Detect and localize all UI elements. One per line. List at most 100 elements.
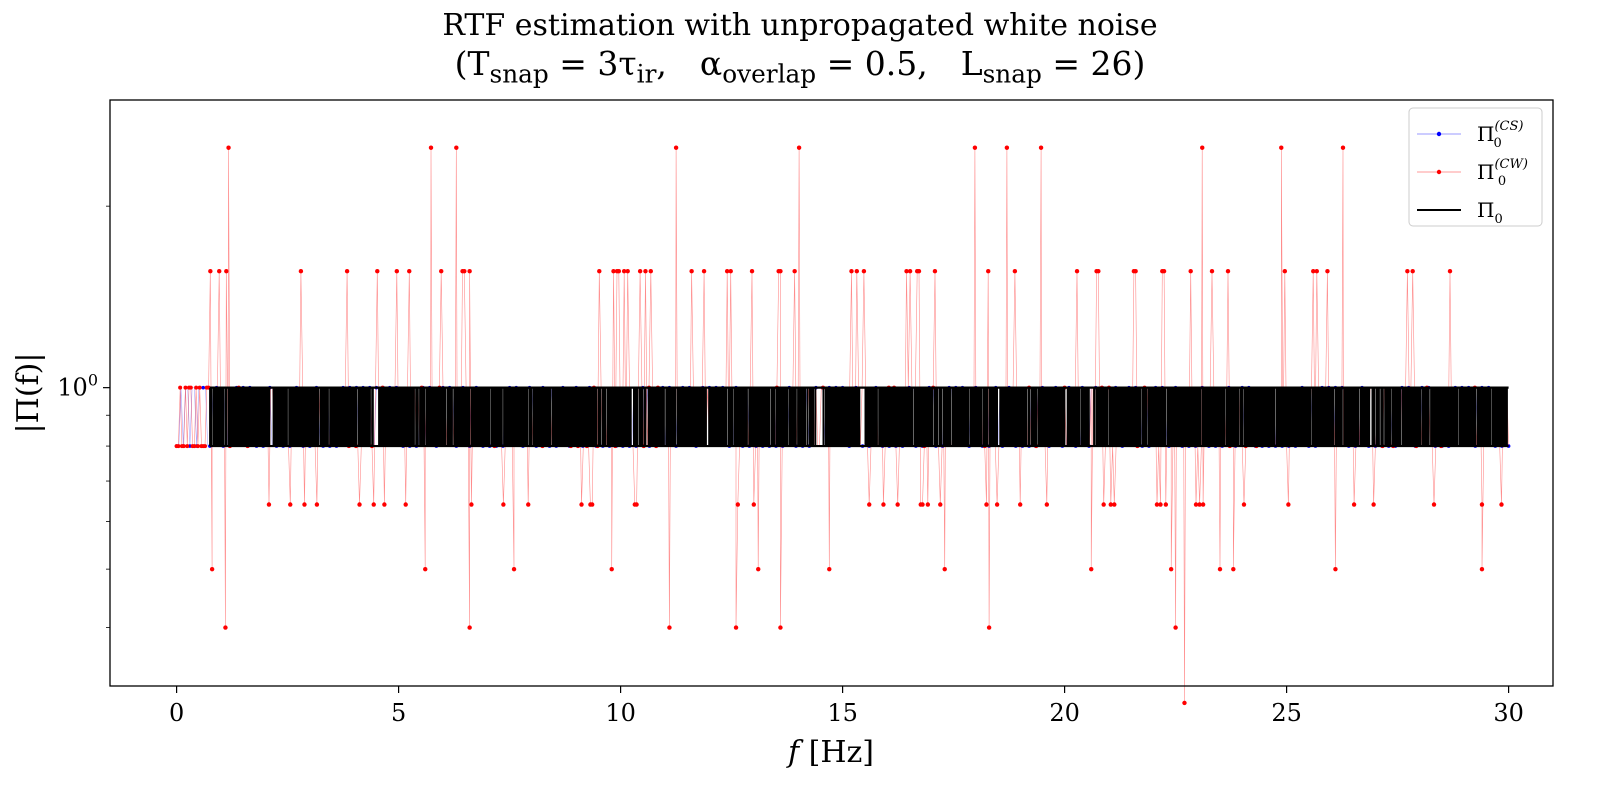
chart-subtitle: (Tsnap = 3τir, αoverlap = 0.5, Lsnap = 2… [454,44,1146,89]
series-cw-point [224,269,229,274]
series-cw-point [751,502,756,507]
series-cw-point [1209,269,1215,274]
series-cw-point [938,502,943,507]
legend: Π(CS) 0 Π(CW) 0 Π0 [1408,107,1543,227]
series-cw-point [1371,502,1376,507]
series-cw-point [827,566,832,572]
series-cw-point [469,502,474,507]
series-cw-point [1163,502,1169,507]
y-axis: 100 [57,205,110,628]
series-cw-point [1161,269,1167,274]
series-cw-point [854,269,860,274]
series-cw-point [1314,269,1319,274]
series-cw-point [735,502,741,507]
series-cw-point [1074,269,1080,274]
series-cw-point [192,444,197,449]
series-cw-point [942,566,947,572]
series-pi0-band [209,387,1508,447]
series-cw-point [1188,269,1193,274]
series-cw-point [178,385,183,390]
series-cw-point [188,385,193,390]
series-cw-point [916,269,922,274]
legend-swatch-marker [1436,169,1442,175]
legend-label: Π0 [1477,198,1503,227]
series-cw-point [197,385,202,390]
series-cw-point [1325,269,1330,274]
series-cw-point [925,502,931,507]
series-cw-point [611,269,616,274]
x-tick-label: 5 [391,699,406,727]
series-cw-point [749,269,755,274]
series-cw-point [1333,566,1338,572]
series-cw-point [1158,502,1163,507]
legend-label: Π(CW) 0 [1477,157,1528,189]
series-cw-point [907,269,913,274]
series-cw-point [932,269,938,274]
series-cw-point [208,269,213,274]
x-tick-label: 20 [1049,699,1080,727]
series-cw-point [1241,502,1247,507]
series-cw-point [357,502,362,507]
series-cw-point [1279,145,1284,150]
series-cw-point [895,502,900,507]
series-cw-point [1101,502,1106,507]
series-cw-point [637,269,643,274]
series-cw-point [195,444,200,449]
series-cw-point [371,502,376,507]
series-cw-point [314,502,320,507]
series-cw-point [597,269,602,274]
series-cw-point [1038,145,1044,150]
series-cw-point [288,502,293,507]
legend-swatch-marker [1436,131,1442,137]
series-cw-point [185,444,190,449]
series-cw-point [1340,145,1346,150]
series-cw-point [778,625,783,630]
legend-entry: Π0 [1417,198,1503,227]
series-cw-point [881,502,886,507]
series-cw-point [1479,502,1485,507]
series-cw-point [1044,502,1050,507]
legend-box [1408,107,1543,227]
series-cw-point [209,566,215,572]
series-cw-point [382,502,387,507]
series-cw-point [796,145,802,150]
series-cw-point [1405,269,1410,274]
series-cw-point [673,145,679,150]
series-cw-point [643,269,648,274]
series-cw-point [1018,502,1023,507]
series-cw-point [986,269,991,274]
x-tick-label: 15 [827,699,858,727]
chart-title: RTF estimation with unpropagated white n… [442,8,1158,43]
x-tick-label: 25 [1271,699,1302,727]
series-cw-point [1499,502,1504,507]
series-cw-point [728,269,733,274]
series-cw-point [689,269,694,274]
series-cw-point [428,145,434,150]
series-cw-point [589,502,595,507]
series-cw-point [217,269,222,274]
series-cw-point [407,269,412,274]
series-cw-point [1410,269,1415,274]
series-cw-point [467,269,472,274]
legend-entry: Π(CS) 0 [1417,119,1523,151]
series-cw-point [1154,502,1160,507]
series-cw-point [526,502,531,507]
series-cw-point [609,566,614,572]
series-cw-point [176,444,181,449]
series-cw-point [423,566,428,572]
series-cw-point [1168,566,1174,572]
series-cw-point [733,625,739,630]
series-cw-point [984,502,989,507]
series-cw-point [701,269,707,274]
series-cw-point [1431,502,1437,507]
series-cw-point [223,625,228,630]
series-cw-point [203,444,208,449]
series-cw-point [904,269,909,274]
series-cw-point [1182,700,1187,706]
series-cw-point [1217,566,1223,572]
series-cw-point [994,502,1000,507]
series-cw-point [724,269,730,274]
series-cw-point [501,502,506,507]
series-cw-point [403,502,408,507]
